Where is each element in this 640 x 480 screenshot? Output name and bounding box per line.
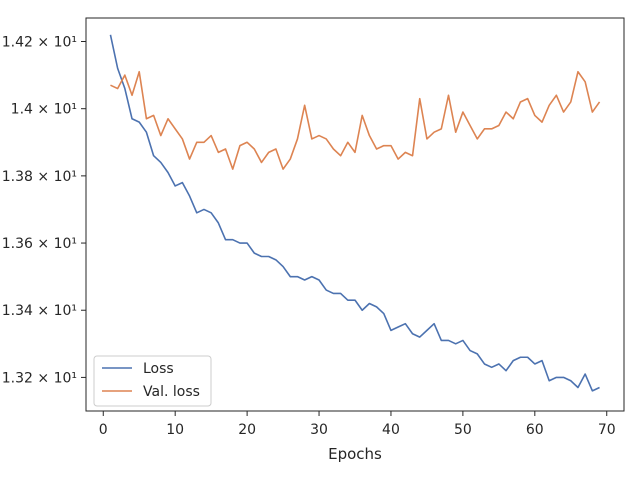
y-tick-label: 1.34 × 10¹ xyxy=(2,303,77,319)
y-axis: 1.32 × 10¹ 1.34 × 10¹ 1.36 × 10¹ 1.38 × 10¹… xyxy=(2,35,86,386)
x-axis: 0 10 20 30 40 50 60 70 xyxy=(99,411,616,438)
x-tick-label: 20 xyxy=(238,422,256,438)
legend-label-val-loss: Val. loss xyxy=(143,384,200,400)
x-tick-label: 60 xyxy=(526,422,544,438)
series-line-val-loss xyxy=(110,70,601,170)
series-layer xyxy=(109,34,601,392)
x-tick-label: 70 xyxy=(598,422,616,438)
y-tick-label: 1.42 × 10¹ xyxy=(2,35,77,51)
x-axis-title: Epochs xyxy=(328,445,382,463)
y-tick-label: 1.36 × 10¹ xyxy=(2,236,77,252)
x-tick-label: 0 xyxy=(99,422,108,438)
x-tick-label: 50 xyxy=(454,422,472,438)
x-tick-label: 30 xyxy=(310,422,328,438)
legend-label-loss: Loss xyxy=(143,361,174,377)
x-tick-label: 40 xyxy=(382,422,400,438)
plot-frame xyxy=(85,17,625,412)
series-line-loss xyxy=(109,34,600,392)
y-tick-label: 1.32 × 10¹ xyxy=(2,370,77,386)
x-tick-label: 10 xyxy=(166,422,184,438)
y-tick-label: 1.4 × 10¹ xyxy=(11,102,77,118)
legend: Loss Val. loss xyxy=(93,355,212,407)
y-tick-label: 1.38 × 10¹ xyxy=(2,169,77,185)
